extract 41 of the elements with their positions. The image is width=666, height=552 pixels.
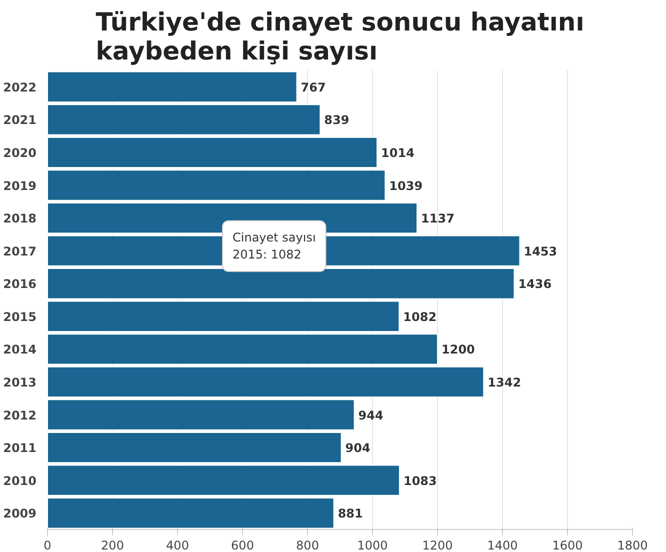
data-label: 904 [345,441,370,456]
data-label: 1039 [389,178,423,193]
annotation: 2015: 1082 [232,248,302,262]
y-tick-label: 2017 [3,244,37,258]
x-tick-label: 1800 [617,538,648,552]
y-tick-label: 2021 [3,113,37,128]
data-label: 1453 [524,244,558,258]
data-label: 1014 [381,146,414,160]
y-tick-label: 2014 [3,342,37,357]
y-tick-label: 2020 [3,146,37,160]
data-label: 1436 [518,277,552,292]
y-tick-label: 2011 [3,441,37,456]
annotation: Cinayet sayısı [232,230,316,245]
y-tick-label: 2015 [3,310,37,324]
y-tick-label: 2013 [3,375,37,390]
y-tick-label: 2016 [3,277,37,292]
data-label: 1082 [403,310,437,324]
data-label: 1137 [421,212,454,226]
x-tick-label: 600 [231,538,254,552]
x-tick-label: 800 [296,538,319,552]
y-tick-label: 2022 [3,80,37,94]
y-tick-label: 2009 [3,506,37,521]
y-tick-label: 2010 [3,474,37,488]
y-tick-label: 2012 [3,408,37,422]
x-tick-label: 1000 [357,538,388,552]
x-tick-label: 0 [44,538,52,552]
x-tick-label: 1400 [487,538,518,552]
data-label: 767 [300,80,326,94]
data-label: 881 [338,506,363,521]
x-tick-label: 400 [166,538,189,552]
x-tick-label: 1600 [552,538,583,552]
data-label: 1200 [442,342,475,357]
x-tick-label: 1200 [422,538,453,552]
data-label: 1342 [488,375,522,390]
y-tick-label: 2019 [3,178,37,193]
chart-title: Türkiye'de cinayet sonucu hayatını kaybeden kişi sayısı [96,8,584,66]
y-tick-label: 2018 [3,212,37,226]
data-label: 1083 [403,474,437,488]
x-tick-label: 200 [101,538,124,552]
data-label: 839 [324,113,350,128]
data-label: 944 [358,408,384,422]
